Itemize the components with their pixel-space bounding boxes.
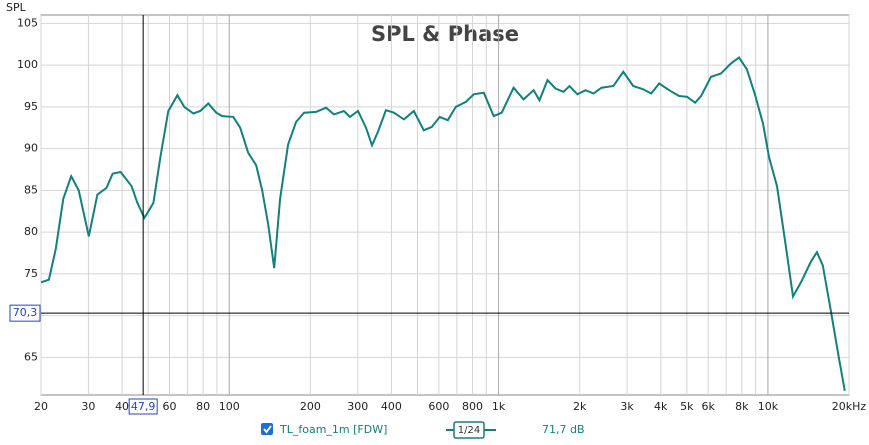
series-line: [41, 56, 846, 391]
x-tick-label: 20kHz: [832, 400, 867, 413]
x-tick-label: 30: [81, 400, 95, 413]
y-axis-label: SPL: [6, 1, 27, 14]
smoothing-box[interactable]: [453, 421, 485, 439]
x-tick-label: 20: [34, 400, 48, 413]
chart-title: SPL & Phase: [371, 22, 519, 46]
legend-entry[interactable]: TL_foam_1m [FDW]: [279, 423, 387, 436]
cursor-x-box: [128, 398, 158, 415]
y-tick-label: 80: [24, 225, 38, 238]
x-tick-label: 4k: [654, 400, 668, 413]
x-tick-label: 5k: [680, 400, 694, 413]
x-tick-label: 6k: [701, 400, 715, 413]
plot-area: [40, 14, 850, 396]
y-tick-label: 105: [17, 16, 38, 29]
y-tick-label: 95: [24, 100, 38, 113]
y-tick-label: 85: [24, 183, 38, 196]
x-tick-label: 300: [347, 400, 368, 413]
x-tick-label: 400: [381, 400, 402, 413]
x-tick-label: 3k: [620, 400, 634, 413]
cursor-x-label: 47,9: [131, 400, 156, 413]
x-tick-label: 800: [462, 400, 483, 413]
x-tick-label: 8k: [735, 400, 749, 413]
x-tick-label: 200: [300, 400, 321, 413]
x-tick-label: 100: [219, 400, 240, 413]
x-tick-label: 80: [196, 400, 210, 413]
x-tick-label: 1k: [492, 400, 506, 413]
x-tick-label: 2k: [573, 400, 587, 413]
cursor-readout: 71,7 dB: [542, 423, 585, 436]
check-mark: [263, 425, 272, 434]
x-tick-label: 10k: [758, 400, 779, 413]
x-tick-label: 40: [115, 400, 129, 413]
legend-checkbox[interactable]: [261, 423, 273, 435]
y-tick-label: 100: [17, 58, 38, 71]
cursor-y-label: 70,3: [13, 306, 38, 319]
x-tick-label: 60: [163, 400, 177, 413]
smoothing-label: 1/24: [458, 425, 480, 436]
legend: TL_foam_1m [FDW] 1/24 71,7 dB: [261, 421, 585, 439]
cursor-y-box: [9, 304, 41, 322]
y-tick-label: 75: [24, 267, 38, 280]
y-tick-label: 65: [24, 350, 38, 363]
x-tick-label: 600: [428, 400, 449, 413]
y-tick-label: 90: [24, 142, 38, 155]
